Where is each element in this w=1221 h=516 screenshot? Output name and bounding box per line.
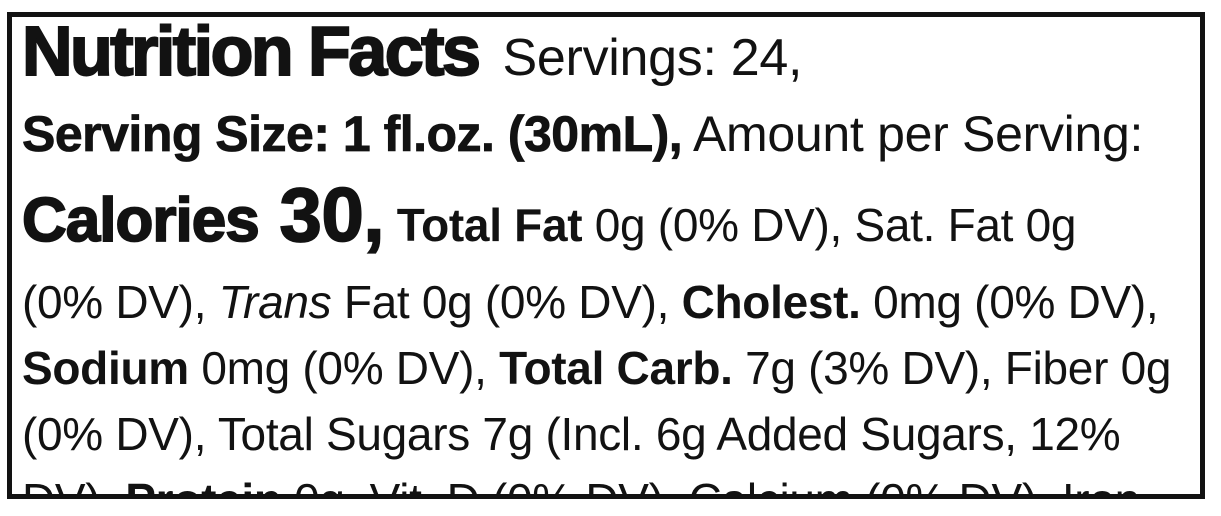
label-line: Calories 30, Total Fat 0g (0% DV), Sat. … (21, 177, 1192, 275)
label-line: (0% DV), Trans Fat 0g (0% DV), Cholest. … (22, 275, 1192, 341)
total-fat-label: Total Fat (384, 199, 583, 251)
calories-value: 30, (258, 173, 386, 258)
label-line: Nutrition Facts Servings: 24, (21, 17, 1192, 103)
nutrition-facts-title: Nutrition Facts (21, 12, 482, 90)
cholesterol-label: Cholest. (681, 276, 861, 328)
nutrition-label: Nutrition Facts Servings: 24, Serving Siz… (7, 12, 1205, 499)
sodium-value: 0mg (0% DV), (188, 342, 500, 394)
added-sugars-dv-continued: DV), (22, 474, 125, 494)
amount-per-serving-label: Amount per Serving: (682, 106, 1144, 162)
total-carb-label: Total Carb. (499, 342, 733, 394)
sat-fat-dv-continued: (0% DV), (22, 276, 219, 328)
servings-count: Servings: 24, (488, 29, 803, 87)
trans-fat-value: Fat 0g (0% DV), (331, 276, 682, 328)
sodium-label: Sodium (22, 342, 189, 394)
sugars-text: (0% DV), Total Sugars 7g (Incl. 6g Added… (22, 408, 1121, 460)
calories-label: Calories (21, 185, 260, 256)
label-line: DV), Protein 0g, Vit. D (0% DV), Calcium… (22, 473, 1192, 494)
label-text: Nutrition Facts Servings: 24, Serving Siz… (21, 17, 1192, 494)
total-carb-and-fiber-values: 7g (3% DV), Fiber 0g (732, 342, 1172, 394)
serving-size: Serving Size: 1 fl.oz. (30mL), (22, 106, 683, 163)
protein-label: Protein (125, 474, 282, 494)
cholesterol-value: 0mg (0% DV), (860, 276, 1159, 328)
label-line: Sodium 0mg (0% DV), Total Carb. 7g (3% D… (22, 341, 1192, 407)
label-line: Serving Size: 1 fl.oz. (30mL), Amount pe… (22, 103, 1192, 178)
trans-label: Trans (218, 276, 332, 328)
total-fat-and-sat-fat-values: 0g (0% DV), Sat. Fat 0g (582, 199, 1077, 251)
label-line: (0% DV), Total Sugars 7g (Incl. 6g Added… (22, 407, 1192, 473)
protein-and-vitamins-values: 0g, Vit. D (0% DV), Calcium (0% DV), Iro… (282, 474, 1140, 494)
